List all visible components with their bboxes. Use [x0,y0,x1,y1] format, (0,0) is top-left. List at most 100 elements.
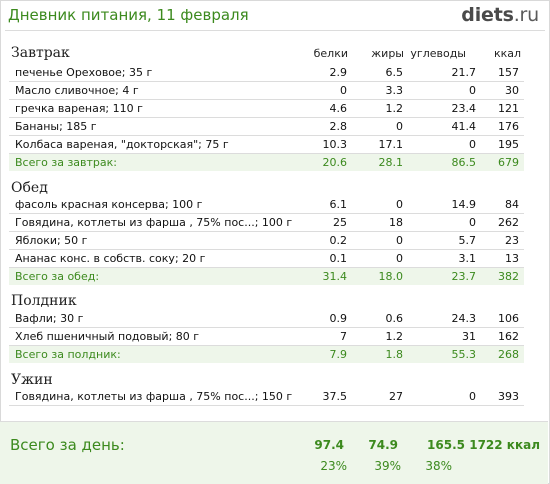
food-name: Ананас конс. в собств. соку; 20 г [15,252,206,265]
total-fat: 18.0 [378,270,404,283]
food-carbs: 0 [469,84,476,97]
day-total-panel: Всего за день: 97.4 74.9 165.5 1722 ккал… [0,421,548,484]
food-name: печенье Ореховое; 35 г [15,66,153,79]
total-carbs: 23.7 [451,270,477,283]
food-row: Вафли; 30 г 0.9 0.6 24.3 106 [9,310,524,328]
meal-title-snack: Полдник [11,293,77,309]
column-header-kcal: ккал [493,47,521,60]
column-header-carbs: углеводы [410,47,466,60]
food-row: Бананы; 185 г 2.8 0 41.4 176 [9,118,524,136]
column-header-protein: белки [313,47,348,60]
total-kcal: 268 [498,348,519,361]
total-carbs: 86.5 [451,156,477,169]
food-protein: 0.2 [329,234,348,247]
page-title: Дневник питания, 11 февраля [8,6,249,24]
food-protein: 4.6 [329,102,348,115]
column-header-fat: жиры [371,47,404,60]
total-fat: 1.8 [385,348,404,361]
day-carbs-percent: 38% [425,459,452,473]
food-kcal: 23 [505,234,519,247]
food-carbs: 41.4 [451,120,477,133]
food-name: гречка вареная; 110 г [15,102,143,115]
food-protein: 10.3 [322,138,348,151]
meal-title-breakfast: Завтрак [11,45,70,61]
food-kcal: 176 [498,120,519,133]
logo-tld: .ru [513,4,539,26]
food-fat: 0 [396,120,403,133]
food-carbs: 24.3 [451,312,477,325]
food-protein: 0 [340,84,347,97]
food-kcal: 162 [498,330,519,343]
logo-main: diets [461,4,514,26]
day-total-kcal: 1722 ккал [469,438,540,452]
meal-total-label: Всего за обед: [15,270,100,283]
food-name: Хлеб пшеничный подовый; 80 г [15,330,200,343]
food-protein: 6.1 [329,198,348,211]
food-row: Говядина, котлеты из фарша , 75% пос...;… [9,388,524,406]
food-name: Яблоки; 50 г [15,234,88,247]
food-name: Говядина, котлеты из фарша , 75% пос...;… [15,216,293,229]
food-row: Ананас конс. в собств. соку; 20 г 0.1 0 … [9,250,524,268]
food-carbs: 5.7 [458,234,477,247]
food-row: печенье Ореховое; 35 г 2.9 6.5 21.7 157 [9,64,524,82]
food-fat: 0 [396,198,403,211]
food-kcal: 157 [498,66,519,79]
meal-title-lunch: Обед [11,180,48,196]
food-protein: 0.1 [329,252,348,265]
meal-title-dinner: Ужин [11,372,53,388]
food-fat: 0 [396,252,403,265]
total-kcal: 382 [498,270,519,283]
food-kcal: 13 [505,252,519,265]
food-row: Колбаса вареная, "докторская"; 75 г 10.3… [9,136,524,154]
site-logo[interactable]: diets.ru [461,4,539,26]
food-carbs: 14.9 [451,198,477,211]
day-total-protein: 97.4 [314,438,344,452]
meal-total-label: Всего за завтрак: [15,156,118,169]
food-fat: 0 [396,234,403,247]
food-kcal: 262 [498,216,519,229]
meal-total-row: Всего за завтрак: 20.6 28.1 86.5 679 [9,154,524,171]
food-fat: 17.1 [378,138,404,151]
day-protein-percent: 23% [320,459,347,473]
food-carbs: 21.7 [451,66,477,79]
food-kcal: 30 [505,84,519,97]
day-total-label: Всего за день: [10,436,125,454]
food-protein: 7 [340,330,347,343]
food-protein: 0.9 [329,312,348,325]
food-name: Вафли; 30 г [15,312,84,325]
total-carbs: 55.3 [451,348,477,361]
food-fat: 0.6 [385,312,404,325]
total-protein: 31.4 [322,270,348,283]
day-total-carbs: 165.5 [427,438,465,452]
food-carbs: 0 [469,138,476,151]
food-row: Говядина, котлеты из фарша , 75% пос...;… [9,214,524,232]
food-fat: 1.2 [385,102,404,115]
total-protein: 20.6 [322,156,348,169]
total-fat: 28.1 [378,156,404,169]
food-protein: 37.5 [322,390,348,403]
food-carbs: 23.4 [451,102,477,115]
total-kcal: 679 [498,156,519,169]
food-fat: 18 [389,216,403,229]
food-row: Масло сливочное; 4 г 0 3.3 0 30 [9,82,524,100]
food-row: Яблоки; 50 г 0.2 0 5.7 23 [9,232,524,250]
food-name: фасоль красная консерва; 100 г [15,198,203,211]
food-protein: 2.9 [329,66,348,79]
food-row: Хлеб пшеничный подовый; 80 г 7 1.2 31 16… [9,328,524,346]
food-fat: 27 [389,390,403,403]
meal-total-row: Всего за обед: 31.4 18.0 23.7 382 [9,268,524,285]
food-fat: 3.3 [385,84,404,97]
food-fat: 6.5 [385,66,404,79]
food-row: фасоль красная консерва; 100 г 6.1 0 14.… [9,196,524,214]
day-total-fat: 74.9 [368,438,398,452]
food-kcal: 195 [498,138,519,151]
food-protein: 25 [333,216,347,229]
food-kcal: 121 [498,102,519,115]
food-fat: 1.2 [385,330,404,343]
total-protein: 7.9 [329,348,348,361]
food-name: Говядина, котлеты из фарша , 75% пос...;… [15,390,293,403]
food-carbs: 0 [469,390,476,403]
food-name: Колбаса вареная, "докторская"; 75 г [15,138,229,151]
food-row: гречка вареная; 110 г 4.6 1.2 23.4 121 [9,100,524,118]
food-kcal: 84 [505,198,519,211]
